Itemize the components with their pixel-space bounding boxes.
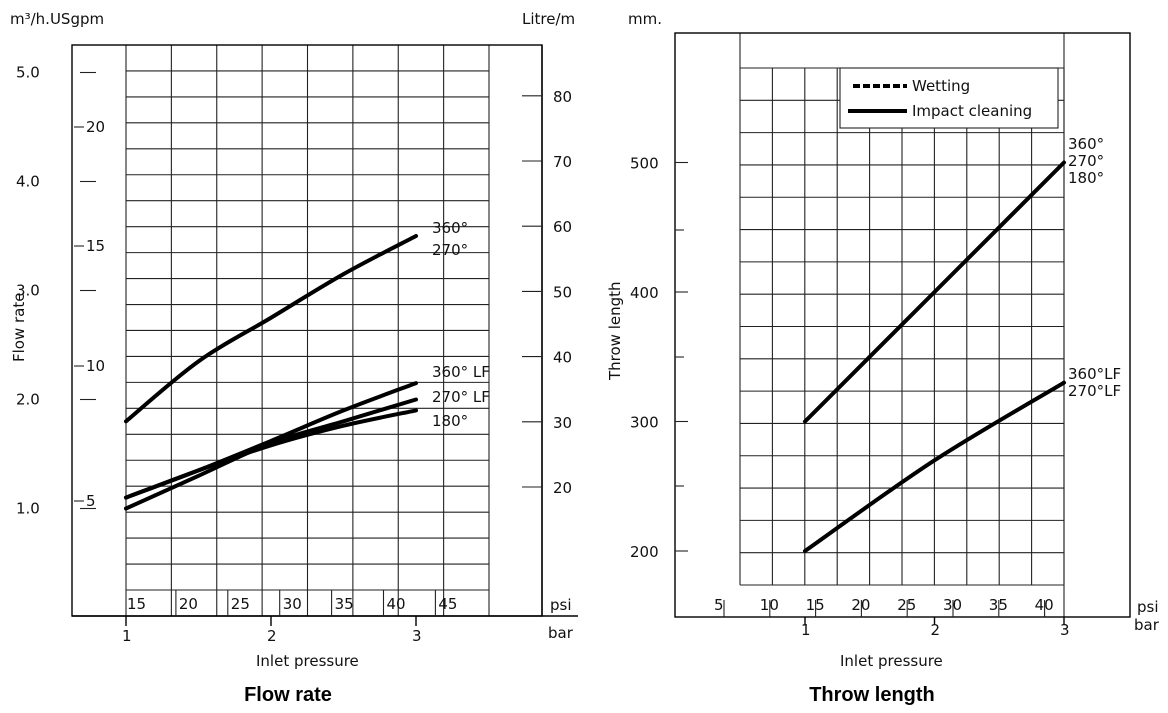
throw-length-series-line [803,160,1066,424]
throw-length-grid [739,33,1065,617]
throw-length-legend [839,67,1059,129]
flow-rate-series-label: 360° LF [432,363,490,381]
usgpm-tick-label: 5 [86,492,96,510]
throw-length-y-label: Throw length [606,281,624,381]
flow-rate-series-labels: 360° 270° 360° LF 270° LF 180° [432,219,490,430]
flow-rate-chart: 1.0 2.0 3.0 4.0 5.0 5 10 15 20 20 30 40 50 60 70 80 15 20… [10,10,578,706]
litre-tick-label: 70 [553,153,572,171]
bar-tick-label: 3 [1060,621,1070,639]
flow-rate-series-line [124,408,418,500]
throw-length-series-line [803,380,1066,553]
throw-length-series [803,160,1066,553]
psi-tick-label: 10 [760,596,779,614]
flow-rate-series-label: 360° [432,219,468,237]
throw-length-ticks: 200 300 400 500 5 10 15 20 25 30 35 40 1 2 3 [630,155,1070,640]
psi-tick-label: 25 [231,595,250,613]
psi-tick-label: 15 [806,596,825,614]
throw-length-chart: 200 300 400 500 5 10 15 20 25 30 35 40 1 2 3 360°270°1… [606,10,1160,706]
m3h-tick-label: 2.0 [16,391,40,409]
throw-length-series-label: 270° [1068,152,1104,170]
bar-tick-label: 3 [412,627,422,645]
psi-tick-label: 45 [438,595,457,613]
throw-length-series-label: 270°LF [1068,382,1121,400]
litre-tick-label: 50 [553,283,572,301]
m3h-tick-label: 1.0 [16,500,40,518]
flow-rate-series-label: 270° [432,241,468,259]
psi-tick-label: 5 [714,596,724,614]
flow-rate-left-units: m³/h.USgpm [10,10,104,28]
m3h-tick-label: 3.0 [16,282,40,300]
flow-rate-series-line [124,397,418,511]
flow-rate-series-label: 180° [432,412,468,430]
usgpm-tick-label: 20 [86,118,105,136]
throw-length-title: Throw length [809,684,935,706]
throw-length-x-label: Inlet pressure [840,652,943,670]
throw-length-psi-unit: psi [1137,598,1159,616]
psi-tick-label: 30 [943,596,962,614]
flow-rate-right-units: Litre/m [522,10,575,28]
mm-tick-label: 500 [630,155,659,173]
flow-rate-grid [125,44,543,616]
throw-length-frame [674,32,1131,618]
psi-tick-label: 40 [387,595,406,613]
flow-rate-title: Flow rate [244,684,332,706]
flow-rate-series-line [124,234,418,424]
flow-rate-series-label: 270° LF [432,388,490,406]
psi-tick-label: 40 [1035,596,1054,614]
mm-tick-label: 300 [630,414,659,432]
flow-rate-ticks: 1.0 2.0 3.0 4.0 5.0 5 10 15 20 20 30 40 50 60 70 80 15 20… [16,64,572,646]
psi-tick-label: 20 [179,595,198,613]
flow-rate-y-label: Flow rate [10,293,28,362]
psi-tick-label: 35 [335,595,354,613]
flow-rate-bar-unit: bar [548,624,574,642]
bar-tick-label: 1 [122,627,132,645]
flow-rate-series [124,234,418,511]
bar-tick-label: 2 [931,621,941,639]
psi-tick-label: 15 [127,595,146,613]
usgpm-tick-label: 10 [86,357,105,375]
litre-tick-label: 60 [553,218,572,236]
usgpm-tick-label: 15 [86,237,105,255]
throw-length-series-label: 360°LF [1068,365,1121,383]
mm-tick-label: 200 [630,543,659,561]
throw-length-series-label: 360° [1068,135,1104,153]
litre-tick-label: 30 [553,414,572,432]
flow-rate-psi-unit: psi [550,596,572,614]
psi-tick-label: 20 [851,596,870,614]
throw-length-bar-unit: bar [1134,616,1160,634]
m3h-tick-label: 5.0 [16,64,40,82]
legend-wetting-label: Wetting [912,77,970,95]
litre-tick-label: 20 [553,479,572,497]
bar-tick-label: 1 [801,621,811,639]
flow-rate-x-label: Inlet pressure [256,652,359,670]
psi-tick-label: 35 [989,596,1008,614]
m3h-tick-label: 4.0 [16,173,40,191]
legend-impact-label: Impact cleaning [912,102,1032,120]
throw-length-series-label: 180° [1068,169,1104,187]
litre-tick-label: 40 [553,349,572,367]
psi-tick-label: 30 [283,595,302,613]
litre-tick-label: 80 [553,88,572,106]
throw-length-y-unit: mm. [628,10,662,28]
bar-tick-label: 2 [267,627,277,645]
psi-tick-label: 25 [897,596,916,614]
mm-tick-label: 400 [630,284,659,302]
